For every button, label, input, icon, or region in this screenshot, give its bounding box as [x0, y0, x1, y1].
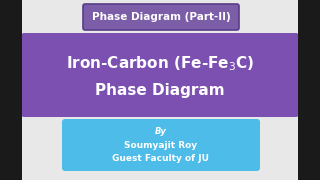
- FancyBboxPatch shape: [0, 0, 22, 180]
- Text: Soumyajit Roy: Soumyajit Roy: [124, 141, 197, 150]
- FancyBboxPatch shape: [21, 33, 299, 117]
- Text: Phase Diagram: Phase Diagram: [95, 83, 225, 98]
- Text: Guest Faculty of JU: Guest Faculty of JU: [113, 154, 210, 163]
- Text: By: By: [155, 127, 167, 136]
- FancyBboxPatch shape: [62, 119, 260, 171]
- FancyBboxPatch shape: [298, 0, 320, 180]
- FancyBboxPatch shape: [83, 4, 239, 30]
- Text: Phase Diagram (Part-II): Phase Diagram (Part-II): [92, 12, 230, 22]
- Text: Iron-Carbon (Fe-Fe$_3$C): Iron-Carbon (Fe-Fe$_3$C): [66, 54, 254, 73]
